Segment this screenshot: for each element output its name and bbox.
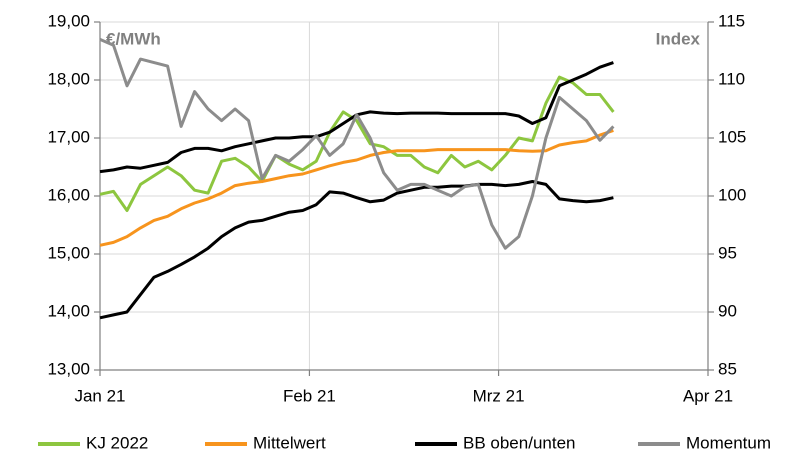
series-line <box>99 180 614 320</box>
y2-tick-label: 95 <box>718 243 737 262</box>
y2-tick-label: 85 <box>718 359 737 378</box>
y-axis-label: €/MWh <box>106 29 161 48</box>
y-tick-label: 18,00 <box>47 69 90 88</box>
y2-tick-label: 90 <box>718 301 737 320</box>
legend-label: Momentum <box>686 433 771 452</box>
y2-tick-label: 115 <box>718 11 745 30</box>
y-tick-label: 19,00 <box>47 11 90 30</box>
legend-label: Mittelwert <box>253 433 326 452</box>
y-tick-label: 13,00 <box>47 359 90 378</box>
series-line <box>99 38 615 250</box>
y2-tick-label: 110 <box>718 69 745 88</box>
y2-tick-label: 105 <box>718 127 746 146</box>
x-tick-label: Apr 21 <box>683 386 733 405</box>
y-tick-label: 15,00 <box>47 243 90 262</box>
y-tick-label: 17,00 <box>47 127 90 146</box>
x-tick-label: Mrz 21 <box>473 386 525 405</box>
x-tick-label: Jan 21 <box>74 386 125 405</box>
x-tick-label: Feb 21 <box>283 386 336 405</box>
y-tick-label: 14,00 <box>47 301 90 320</box>
y2-tick-label: 100 <box>718 185 746 204</box>
y2-axis-label: Index <box>656 29 701 48</box>
series-line <box>99 75 615 212</box>
y-tick-label: 16,00 <box>47 185 90 204</box>
series-line <box>99 129 614 247</box>
legend-label: BB oben/unten <box>463 433 575 452</box>
legend-label: KJ 2022 <box>86 433 148 452</box>
